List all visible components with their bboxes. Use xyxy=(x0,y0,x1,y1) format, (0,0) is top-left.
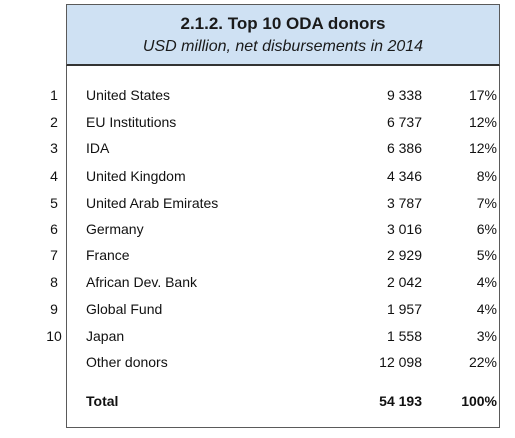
row-percent: 12% xyxy=(468,140,497,156)
row-rank: 10 xyxy=(46,328,62,344)
row-value: 6 737 xyxy=(386,114,422,130)
row-percent: 7% xyxy=(476,195,497,211)
row-donor-name: Global Fund xyxy=(86,301,163,317)
row-rank: 7 xyxy=(50,247,58,263)
row-donor-name: United States xyxy=(86,87,171,103)
table-row: 10 Japan 1 558 3% xyxy=(0,328,515,348)
row-percent: 17% xyxy=(468,87,497,103)
row-rank: 6 xyxy=(50,221,58,237)
row-donor-name: Germany xyxy=(86,221,144,237)
row-value: 4 346 xyxy=(386,168,422,184)
row-value: 1 957 xyxy=(386,301,422,317)
table-row: 4 United Kingdom 4 346 8% xyxy=(0,168,515,188)
total-percent: 100% xyxy=(461,393,497,409)
row-value: 3 787 xyxy=(386,195,422,211)
table-row: 9 Global Fund 1 957 4% xyxy=(0,301,515,321)
table-row: 8 African Dev. Bank 2 042 4% xyxy=(0,274,515,294)
row-donor-name: France xyxy=(86,247,130,263)
row-value: 2 042 xyxy=(386,274,422,290)
row-percent: 3% xyxy=(476,328,497,344)
row-percent: 12% xyxy=(468,114,497,130)
table-row: 5 United Arab Emirates 3 787 7% xyxy=(0,195,515,215)
table-subtitle: USD million, net disbursements in 2014 xyxy=(142,38,424,55)
table-row: 6 Germany 3 016 6% xyxy=(0,221,515,241)
table-row: Other donors 12 098 22% xyxy=(0,354,515,374)
table-title: 2.1.2. Top 10 ODA donors xyxy=(180,14,386,33)
table-row: 2 EU Institutions 6 737 12% xyxy=(0,114,515,134)
row-donor-name: Japan xyxy=(86,328,125,344)
row-rank: 1 xyxy=(50,87,58,103)
row-value: 3 016 xyxy=(386,221,422,237)
table-header: 2.1.2. Top 10 ODA donors USD million, ne… xyxy=(66,4,500,66)
row-rank: 3 xyxy=(50,140,58,156)
row-rank: 9 xyxy=(50,301,58,317)
row-value: 9 338 xyxy=(386,87,422,103)
row-donor-name: IDA xyxy=(86,140,110,156)
row-rank: 5 xyxy=(50,195,58,211)
table-row: 7 France 2 929 5% xyxy=(0,247,515,267)
total-row: Total 54 193 100% xyxy=(0,393,515,413)
row-percent: 5% xyxy=(476,247,497,263)
row-rank: 8 xyxy=(50,274,58,290)
row-percent: 6% xyxy=(476,221,497,237)
row-percent: 4% xyxy=(476,301,497,317)
row-rank: 4 xyxy=(50,168,58,184)
total-value: 54 193 xyxy=(379,393,422,409)
row-value: 1 558 xyxy=(386,328,422,344)
row-donor-name: EU Institutions xyxy=(86,114,177,130)
row-value: 2 929 xyxy=(386,247,422,263)
row-value: 6 386 xyxy=(386,140,422,156)
table-row: 3 IDA 6 386 12% xyxy=(0,140,515,160)
total-label: Total xyxy=(86,393,119,409)
row-donor-name: United Kingdom xyxy=(86,168,186,184)
row-donor-name: United Arab Emirates xyxy=(86,195,219,211)
row-percent: 4% xyxy=(476,274,497,290)
table-row: 1 United States 9 338 17% xyxy=(0,87,515,107)
row-donor-name: African Dev. Bank xyxy=(86,274,198,290)
row-value: 12 098 xyxy=(379,354,422,370)
row-rank: 2 xyxy=(50,114,58,130)
row-percent: 22% xyxy=(468,354,497,370)
row-donor-name: Other donors xyxy=(86,354,168,370)
row-percent: 8% xyxy=(476,168,497,184)
